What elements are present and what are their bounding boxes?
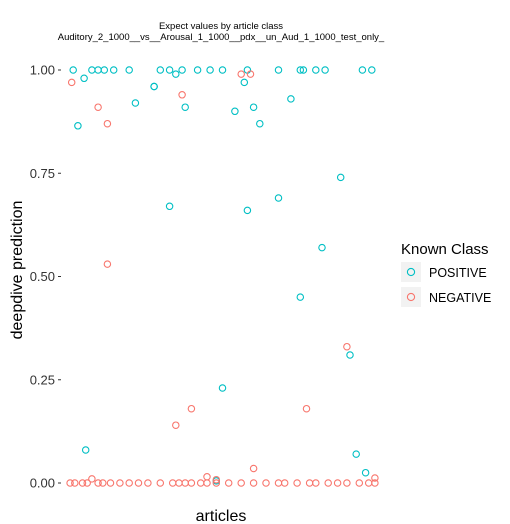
data-point-negative [334,480,340,486]
data-point-negative [344,480,350,486]
data-point-negative [306,480,312,486]
data-point-positive [219,385,225,391]
data-point-negative [157,480,163,486]
data-point-negative [100,480,106,486]
data-point-positive [179,67,185,73]
data-point-negative [104,121,110,127]
data-point-positive [95,67,101,73]
data-point-negative [275,480,281,486]
data-point-negative [294,480,300,486]
data-point-negative [117,480,123,486]
data-point-positive [297,294,303,300]
y-tick-label: 0.50 [30,269,55,284]
data-point-negative [238,480,244,486]
data-point-negative [366,480,372,486]
y-tick-label: 1.00 [30,63,55,78]
data-point-negative [313,480,319,486]
data-point-positive [111,67,117,73]
data-point-positive [232,108,238,114]
data-point-positive [288,96,294,102]
data-point-negative [282,480,288,486]
data-point-positive [241,79,247,85]
data-point-negative [179,92,185,98]
data-point-positive [166,203,172,209]
data-point-positive [353,451,359,457]
data-point-negative [72,480,78,486]
data-point-negative [188,406,194,412]
plot-points [67,67,378,486]
data-point-negative [176,480,182,486]
data-point-positive [219,67,225,73]
legend-label-positive: POSITIVE [429,266,487,280]
data-point-positive [322,67,328,73]
data-point-negative [126,480,132,486]
data-point-negative [104,261,110,267]
data-point-negative [356,480,362,486]
legend-title: Known Class [401,241,489,258]
data-point-positive [166,67,172,73]
data-point-negative [344,344,350,350]
legend-label-negative: NEGATIVE [429,291,491,305]
data-point-positive [257,121,263,127]
data-point-positive [126,67,132,73]
legend-key-negative [401,287,421,307]
data-point-positive [157,67,163,73]
data-point-negative [188,480,194,486]
data-point-positive [369,67,375,73]
data-point-negative [89,476,95,482]
data-point-negative [182,480,188,486]
data-point-positive [275,67,281,73]
data-point-positive [362,470,368,476]
data-point-positive [83,447,89,453]
data-point-positive [338,174,344,180]
data-point-positive [182,104,188,110]
y-tick-label: 0.00 [30,476,55,491]
y-axis: 0.00 0.25 0.50 0.75 1.00 [30,63,61,491]
data-point-negative [145,480,151,486]
data-point-negative [238,71,244,77]
legend: Known Class POSITIVE NEGATIVE [401,241,491,307]
data-point-negative [69,79,75,85]
data-point-positive [250,104,256,110]
data-point-positive [151,83,157,89]
chart-title: Expect values by article class [159,21,283,32]
data-point-negative [204,474,210,480]
data-point-positive [359,67,365,73]
data-point-positive [207,67,213,73]
data-point-positive [75,123,81,129]
data-point-positive [244,207,250,213]
data-point-positive [89,67,95,73]
data-point-negative [325,480,331,486]
data-point-positive [132,100,138,106]
data-point-positive [173,71,179,77]
data-point-negative [135,480,141,486]
data-point-positive [347,352,353,358]
data-point-positive [275,195,281,201]
x-axis-label: articles [196,508,247,524]
data-point-negative [198,480,204,486]
data-point-positive [313,67,319,73]
data-point-negative [263,480,269,486]
data-point-positive [70,67,76,73]
data-point-positive [81,75,87,81]
y-tick-label: 0.25 [30,372,55,387]
y-axis-label: deepdive prediction [9,201,26,340]
y-tick-label: 0.75 [30,166,55,181]
chart-subtitle: Auditory_2_1000__vs__Arousal_1_1000__pdx… [58,32,385,43]
data-point-negative [250,465,256,471]
data-point-negative [95,104,101,110]
data-point-positive [101,67,107,73]
data-point-negative [173,422,179,428]
data-point-positive [319,244,325,250]
data-point-negative [250,480,256,486]
data-point-positive [194,67,200,73]
legend-key-positive [401,262,421,282]
data-point-negative [303,406,309,412]
data-point-negative [107,480,113,486]
data-point-negative [170,480,176,486]
data-point-negative [204,480,210,486]
data-point-negative [226,480,232,486]
